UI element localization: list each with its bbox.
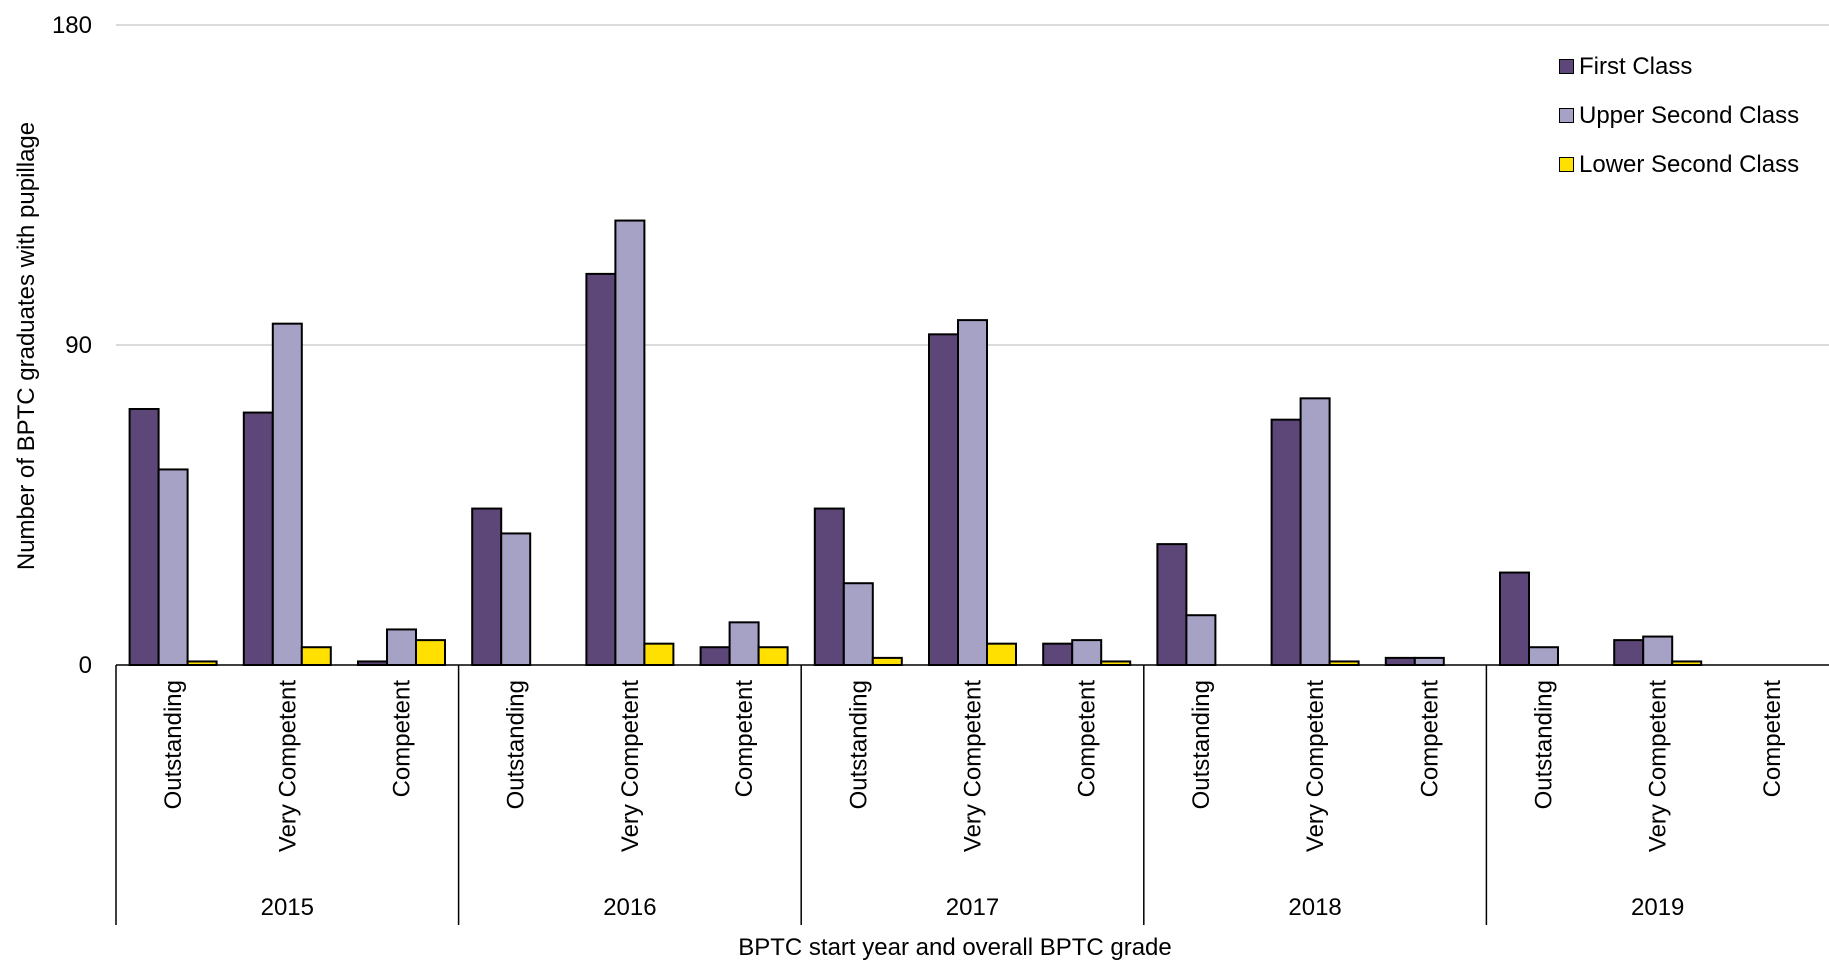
y-tick-label: 0 — [79, 652, 92, 679]
bar-lower-second-class — [300, 646, 332, 667]
legend-label-first-class: First Class — [1579, 52, 1693, 80]
bar-first-class — [1613, 639, 1645, 666]
legend-swatch-upper-second-class — [1559, 108, 1574, 123]
bar-first-class — [928, 333, 959, 666]
x-group-label: 2019 — [1631, 894, 1684, 921]
bar-lower-second-class — [986, 642, 1017, 667]
bar-upper-second-class — [957, 319, 988, 666]
legend-label-upper-second-class: Upper Second Class — [1579, 101, 1800, 129]
x-category-label: Outstanding — [1531, 680, 1558, 809]
bar-lower-second-class — [643, 642, 675, 667]
legend-item-first-class: First Class — [1559, 42, 1799, 91]
x-category-label: Competent — [1759, 680, 1786, 798]
bar-first-class — [1042, 642, 1074, 667]
bar-first-class — [1270, 418, 1302, 666]
legend-label-lower-second-class: Lower Second Class — [1579, 150, 1800, 178]
bar-upper-second-class — [1642, 635, 1674, 666]
x-axis-group-labels: 2015 2016 2017 2018 2019 — [261, 894, 1685, 921]
bar-upper-second-class — [1071, 639, 1103, 666]
legend-item-upper-second-class: Upper Second Class — [1559, 91, 1799, 140]
axes — [115, 664, 1829, 925]
bar-first-class — [585, 272, 617, 666]
bar-first-class — [128, 408, 160, 666]
bar-first-class — [813, 507, 845, 666]
bar-lower-second-class — [757, 646, 789, 667]
bar-first-class — [1156, 543, 1188, 666]
y-tick-label: 90 — [65, 332, 92, 359]
bar-upper-second-class — [1185, 614, 1217, 667]
x-category-label: Very Competent — [1302, 680, 1329, 852]
bar-lower-second-class — [415, 639, 446, 666]
bar-upper-second-class — [614, 219, 646, 667]
x-category-label: Competent — [1074, 680, 1101, 798]
legend-swatch-lower-second-class — [1559, 157, 1574, 172]
y-axis-title: Number of BPTC graduates with pupillage — [13, 121, 40, 571]
bar-upper-second-class — [1413, 656, 1445, 667]
bar-lower-second-class — [871, 656, 903, 667]
x-category-label: Competent — [731, 680, 758, 798]
x-category-label: Very Competent — [1645, 680, 1672, 852]
y-axis-tick-labels: 0 90 180 — [52, 12, 92, 679]
x-group-label: 2016 — [603, 894, 656, 921]
x-category-label: Outstanding — [503, 680, 530, 809]
legend: First Class Upper Second Class Lower Sec… — [1559, 42, 1799, 189]
bar-upper-second-class — [271, 322, 303, 666]
y-tick-label: 180 — [52, 12, 92, 39]
x-group-label: 2017 — [946, 894, 999, 921]
x-group-label: 2015 — [261, 894, 314, 921]
bar-upper-second-class — [1299, 397, 1331, 666]
legend-swatch-first-class — [1559, 59, 1574, 74]
bar-upper-second-class — [842, 582, 874, 667]
x-category-label: Very Competent — [617, 680, 644, 852]
x-category-label: Competent — [389, 680, 416, 798]
x-axis-title: BPTC start year and overall BPTC grade — [738, 934, 1172, 961]
legend-item-lower-second-class: Lower Second Class — [1559, 140, 1799, 189]
x-category-label: Competent — [1416, 680, 1443, 798]
x-category-label: Outstanding — [1188, 680, 1215, 809]
bar-upper-second-class — [386, 628, 417, 667]
bar-first-class — [1499, 571, 1530, 666]
bar-upper-second-class — [157, 468, 189, 667]
x-group-label: 2018 — [1288, 894, 1341, 921]
bar-first-class — [699, 646, 731, 667]
bar-first-class — [1384, 656, 1416, 667]
bar-first-class — [471, 507, 503, 666]
x-category-label: Outstanding — [845, 680, 872, 809]
x-category-label: Very Competent — [274, 680, 301, 852]
bar-upper-second-class — [728, 621, 760, 666]
bars — [128, 219, 1703, 667]
x-category-label: Outstanding — [160, 680, 187, 809]
bar-first-class — [242, 411, 274, 666]
bar-upper-second-class — [500, 532, 532, 667]
bar-upper-second-class — [1528, 646, 1559, 667]
x-axis-category-labels: Outstanding Very Competent Competent Outsta… — [160, 680, 1786, 852]
x-category-label: Very Competent — [960, 680, 987, 852]
